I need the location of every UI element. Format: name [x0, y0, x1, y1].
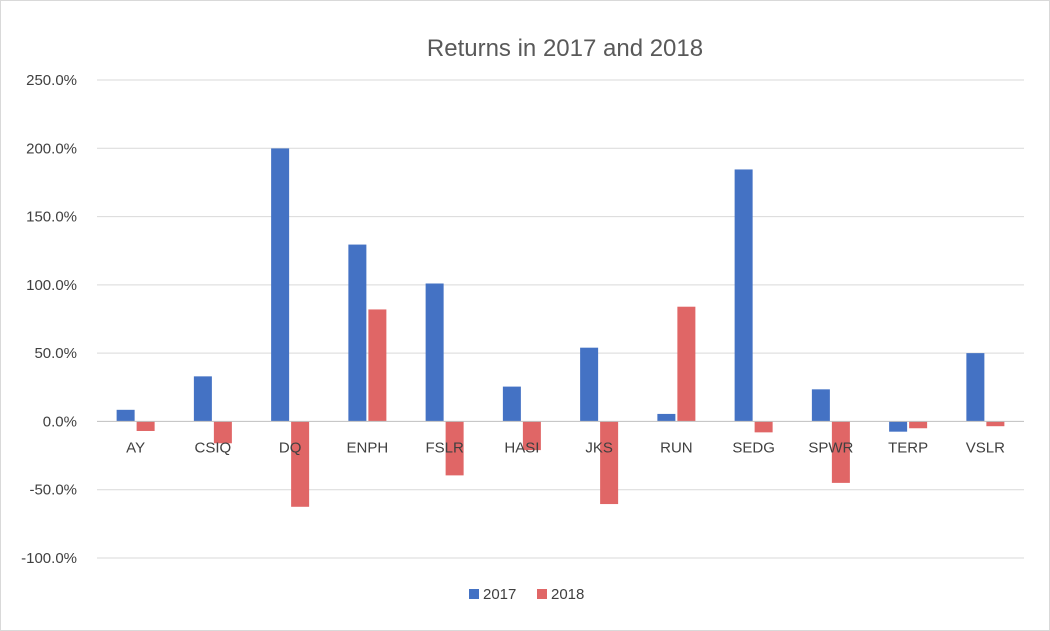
- x-tick-label: SPWR: [808, 439, 853, 456]
- bar-2018-SPWR: [831, 421, 850, 483]
- legend-swatch-2017: [469, 589, 479, 599]
- bar-2017-VSLR: [966, 353, 985, 422]
- x-tick-label: RUN: [660, 439, 693, 456]
- bar-2018-DQ: [291, 421, 310, 507]
- x-tick-label: JKS: [585, 439, 613, 456]
- gridlines: [97, 79, 1024, 559]
- bar-2017-DQ: [271, 148, 290, 422]
- y-tick-label: 150.0%: [26, 209, 77, 226]
- bar-2018-ENPH: [368, 309, 387, 422]
- bar-2018-CSIQ: [213, 421, 232, 444]
- y-tick-label: 100.0%: [26, 277, 77, 294]
- x-tick-label: ENPH: [347, 439, 389, 456]
- bar-2017-RUN: [657, 413, 676, 422]
- x-tick-label: AY: [126, 439, 145, 456]
- x-tick-label: CSIQ: [195, 439, 232, 456]
- x-axis-tick-labels: AY CSIQ DQ ENPH FSLR HASI JKS RUN SEDG SPWR TERP VS…: [126, 439, 1005, 456]
- bars: [116, 148, 1005, 507]
- bar-2017-AY: [116, 409, 135, 422]
- y-axis-tick-labels: -100.0% -50.0% 0.0% 50.0% 100.0% 150.0% 200.0%…: [21, 72, 77, 567]
- x-tick-label: HASI: [504, 439, 539, 456]
- bar-2017-TERP: [889, 421, 908, 432]
- bar-2018-VSLR: [986, 421, 1005, 427]
- legend: 2017 2018: [469, 586, 584, 603]
- bar-2018-FSLR: [445, 421, 464, 476]
- bar-2018-HASI: [522, 421, 541, 451]
- y-tick-label: 50.0%: [34, 345, 77, 362]
- legend-swatch-2018: [537, 589, 547, 599]
- y-tick-label: -100.0%: [21, 550, 77, 567]
- bar-2017-ENPH: [348, 244, 367, 422]
- y-tick-label: 200.0%: [26, 140, 77, 157]
- y-tick-label: -50.0%: [29, 482, 77, 499]
- bar-2017-JKS: [580, 347, 599, 422]
- legend-label-2017: 2017: [483, 586, 516, 603]
- bar-2018-SEDG: [754, 421, 773, 433]
- bar-2017-FSLR: [425, 283, 444, 422]
- bar-2018-JKS: [600, 421, 619, 505]
- x-tick-label: SEDG: [732, 439, 775, 456]
- y-tick-label: 0.0%: [43, 413, 77, 430]
- legend-label-2018: 2018: [551, 586, 584, 603]
- bar-2018-AY: [136, 421, 155, 431]
- chart-title: Returns in 2017 and 2018: [427, 35, 703, 62]
- bar-2017-HASI: [502, 386, 521, 422]
- x-tick-label: FSLR: [425, 439, 464, 456]
- bar-2018-RUN: [677, 306, 696, 422]
- x-tick-label: TERP: [888, 439, 928, 456]
- bar-2017-SEDG: [734, 169, 753, 422]
- bar-2018-TERP: [909, 421, 928, 429]
- bar-2017-SPWR: [811, 389, 830, 422]
- y-tick-label: 250.0%: [26, 72, 77, 89]
- x-tick-label: VSLR: [966, 439, 1005, 456]
- bar-2017-CSIQ: [193, 376, 212, 422]
- x-tick-label: DQ: [279, 439, 302, 456]
